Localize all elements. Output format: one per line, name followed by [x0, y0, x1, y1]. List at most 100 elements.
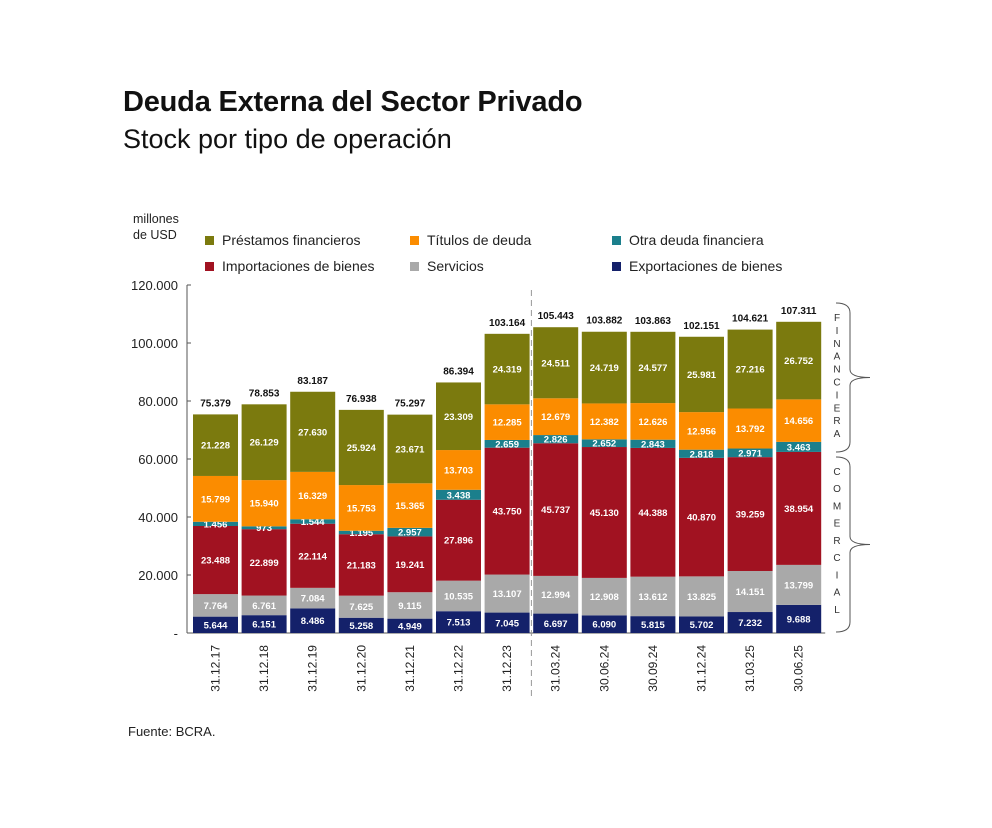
bar-segment: [581, 447, 627, 578]
segment-value-label: 12.679: [541, 412, 570, 423]
segment-value-label: 21.183: [347, 560, 376, 571]
bar-segment: [290, 587, 336, 609]
segment-value-label: 7.045: [495, 618, 519, 629]
bar-segment: [776, 451, 822, 565]
segment-value-label: 6.761: [252, 601, 276, 612]
bar-segment: [533, 327, 579, 399]
segment-value-label: 12.626: [638, 417, 667, 428]
bar-segment: [533, 398, 579, 436]
segment-value-label: 14.151: [736, 587, 766, 598]
bar-segment: [387, 618, 433, 633]
legend-label: Títulos de deuda: [427, 232, 532, 248]
comercial-letter: R: [833, 536, 840, 547]
bar-segment: [241, 529, 287, 596]
bar-segment: [484, 333, 530, 405]
bar-segment: [533, 435, 579, 444]
segment-value-label: 27.630: [298, 427, 327, 438]
segment-value-label: 12.994: [541, 590, 571, 601]
bar-segment: [338, 409, 384, 486]
segment-value-label: 2.826: [544, 435, 568, 446]
segment-value-label: 5.258: [349, 621, 373, 632]
segment-value-label: 38.954: [784, 504, 814, 515]
bar-segment: [581, 403, 627, 440]
segment-value-label: 24.319: [493, 365, 522, 376]
bar-segment: [241, 526, 287, 530]
bar-segment: [630, 576, 676, 617]
bar-segment: [581, 439, 627, 448]
segment-value-label: 10.535: [444, 591, 474, 602]
bar-segment: [776, 441, 822, 452]
segment-value-label: 9.115: [398, 601, 422, 612]
bar-segment: [679, 449, 724, 458]
bar-segment: [630, 616, 676, 633]
bar-segment: [630, 331, 676, 404]
bar-segment: [290, 471, 336, 520]
segment-value-label: 2.652: [592, 439, 616, 450]
segment-value-label: 24.577: [638, 363, 667, 374]
segment-value-label: 23.309: [444, 412, 473, 423]
financiera-letter: R: [833, 416, 840, 427]
bar-total-label: 107.311: [781, 306, 817, 317]
bar-stack: 7.045 13.107 43.750 2.659 12.285 24.319 103.16…: [484, 318, 530, 633]
segment-value-label: 2.818: [690, 449, 714, 460]
segment-value-label: 7.764: [204, 601, 228, 612]
bar-stack: 4.949 9.115 19.241 2.957 15.365 23.671 75.297: [387, 399, 433, 633]
segment-value-label: 24.719: [590, 363, 619, 374]
comercial-letter: C: [833, 553, 840, 564]
segment-value-label: 23.671: [395, 444, 425, 455]
bar-total-label: 86.394: [443, 366, 474, 377]
bar-segment: [338, 485, 384, 531]
x-tick-label: 31.12.17: [209, 645, 223, 692]
segment-value-label: 19.241: [395, 560, 425, 571]
bar-segment: [776, 321, 822, 400]
segment-value-label: 45.130: [590, 508, 619, 519]
financiera-letter: A: [834, 429, 841, 440]
bar-segment: [484, 574, 530, 613]
comercial-letter: E: [834, 519, 841, 530]
x-tick-label: 31.12.21: [403, 645, 417, 692]
comercial-letter: C: [833, 467, 840, 478]
bar-segment: [679, 576, 724, 617]
segment-value-label: 6.697: [544, 619, 568, 630]
segment-value-label: 13.703: [444, 465, 473, 476]
segment-value-label: 26.752: [784, 356, 813, 367]
financiera-letter: N: [833, 365, 840, 376]
bar-stack: 5.644 7.764 23.488 1.456 15.799 21.228 75.379: [193, 398, 238, 633]
legend-label: Préstamos financieros: [222, 232, 361, 248]
bar-segment: [387, 592, 433, 619]
legend-label: Importaciones de bienes: [222, 258, 375, 274]
x-tick-label: 31.03.25: [743, 645, 757, 692]
segment-value-label: 973: [256, 523, 272, 534]
bar-segment: [193, 526, 238, 595]
y-tick-label: 60.000: [138, 452, 178, 467]
segment-value-label: 15.365: [395, 501, 425, 512]
legend-swatch: [612, 262, 621, 271]
chart-title: Deuda Externa del Sector Privado: [123, 86, 583, 118]
x-tick-label: 31.12.18: [257, 645, 271, 692]
bar-segment: [290, 608, 336, 633]
bar-segment: [679, 336, 724, 413]
bar-segment: [484, 612, 530, 633]
bar-segment: [290, 523, 336, 588]
bar-segment: [533, 575, 579, 614]
bar-segment: [436, 489, 481, 500]
segment-value-label: 2.957: [398, 528, 422, 539]
bar-total-label: 75.379: [200, 398, 231, 409]
legend-swatch: [205, 262, 214, 271]
bar-segment: [193, 616, 238, 633]
bar-stack: 7.513 10.535 27.896 3.438 13.703 23.309 86.394: [436, 366, 481, 633]
financiera-letter: C: [833, 378, 840, 389]
bar-stack: 6.697 12.994 45.737 2.826 12.679 24.511 105.44…: [533, 311, 579, 633]
financiera-letter: F: [834, 313, 840, 324]
bar-segment: [241, 615, 287, 633]
legend-swatch: [205, 236, 214, 245]
bar-segment: [338, 530, 384, 535]
bar-segment: [727, 408, 773, 449]
bar-segment: [630, 439, 676, 448]
bar-segment: [630, 447, 676, 577]
bar-segment: [679, 412, 724, 450]
segment-value-label: 23.488: [201, 556, 230, 567]
segment-value-label: 12.382: [590, 417, 619, 428]
segment-value-label: 13.799: [784, 580, 813, 591]
